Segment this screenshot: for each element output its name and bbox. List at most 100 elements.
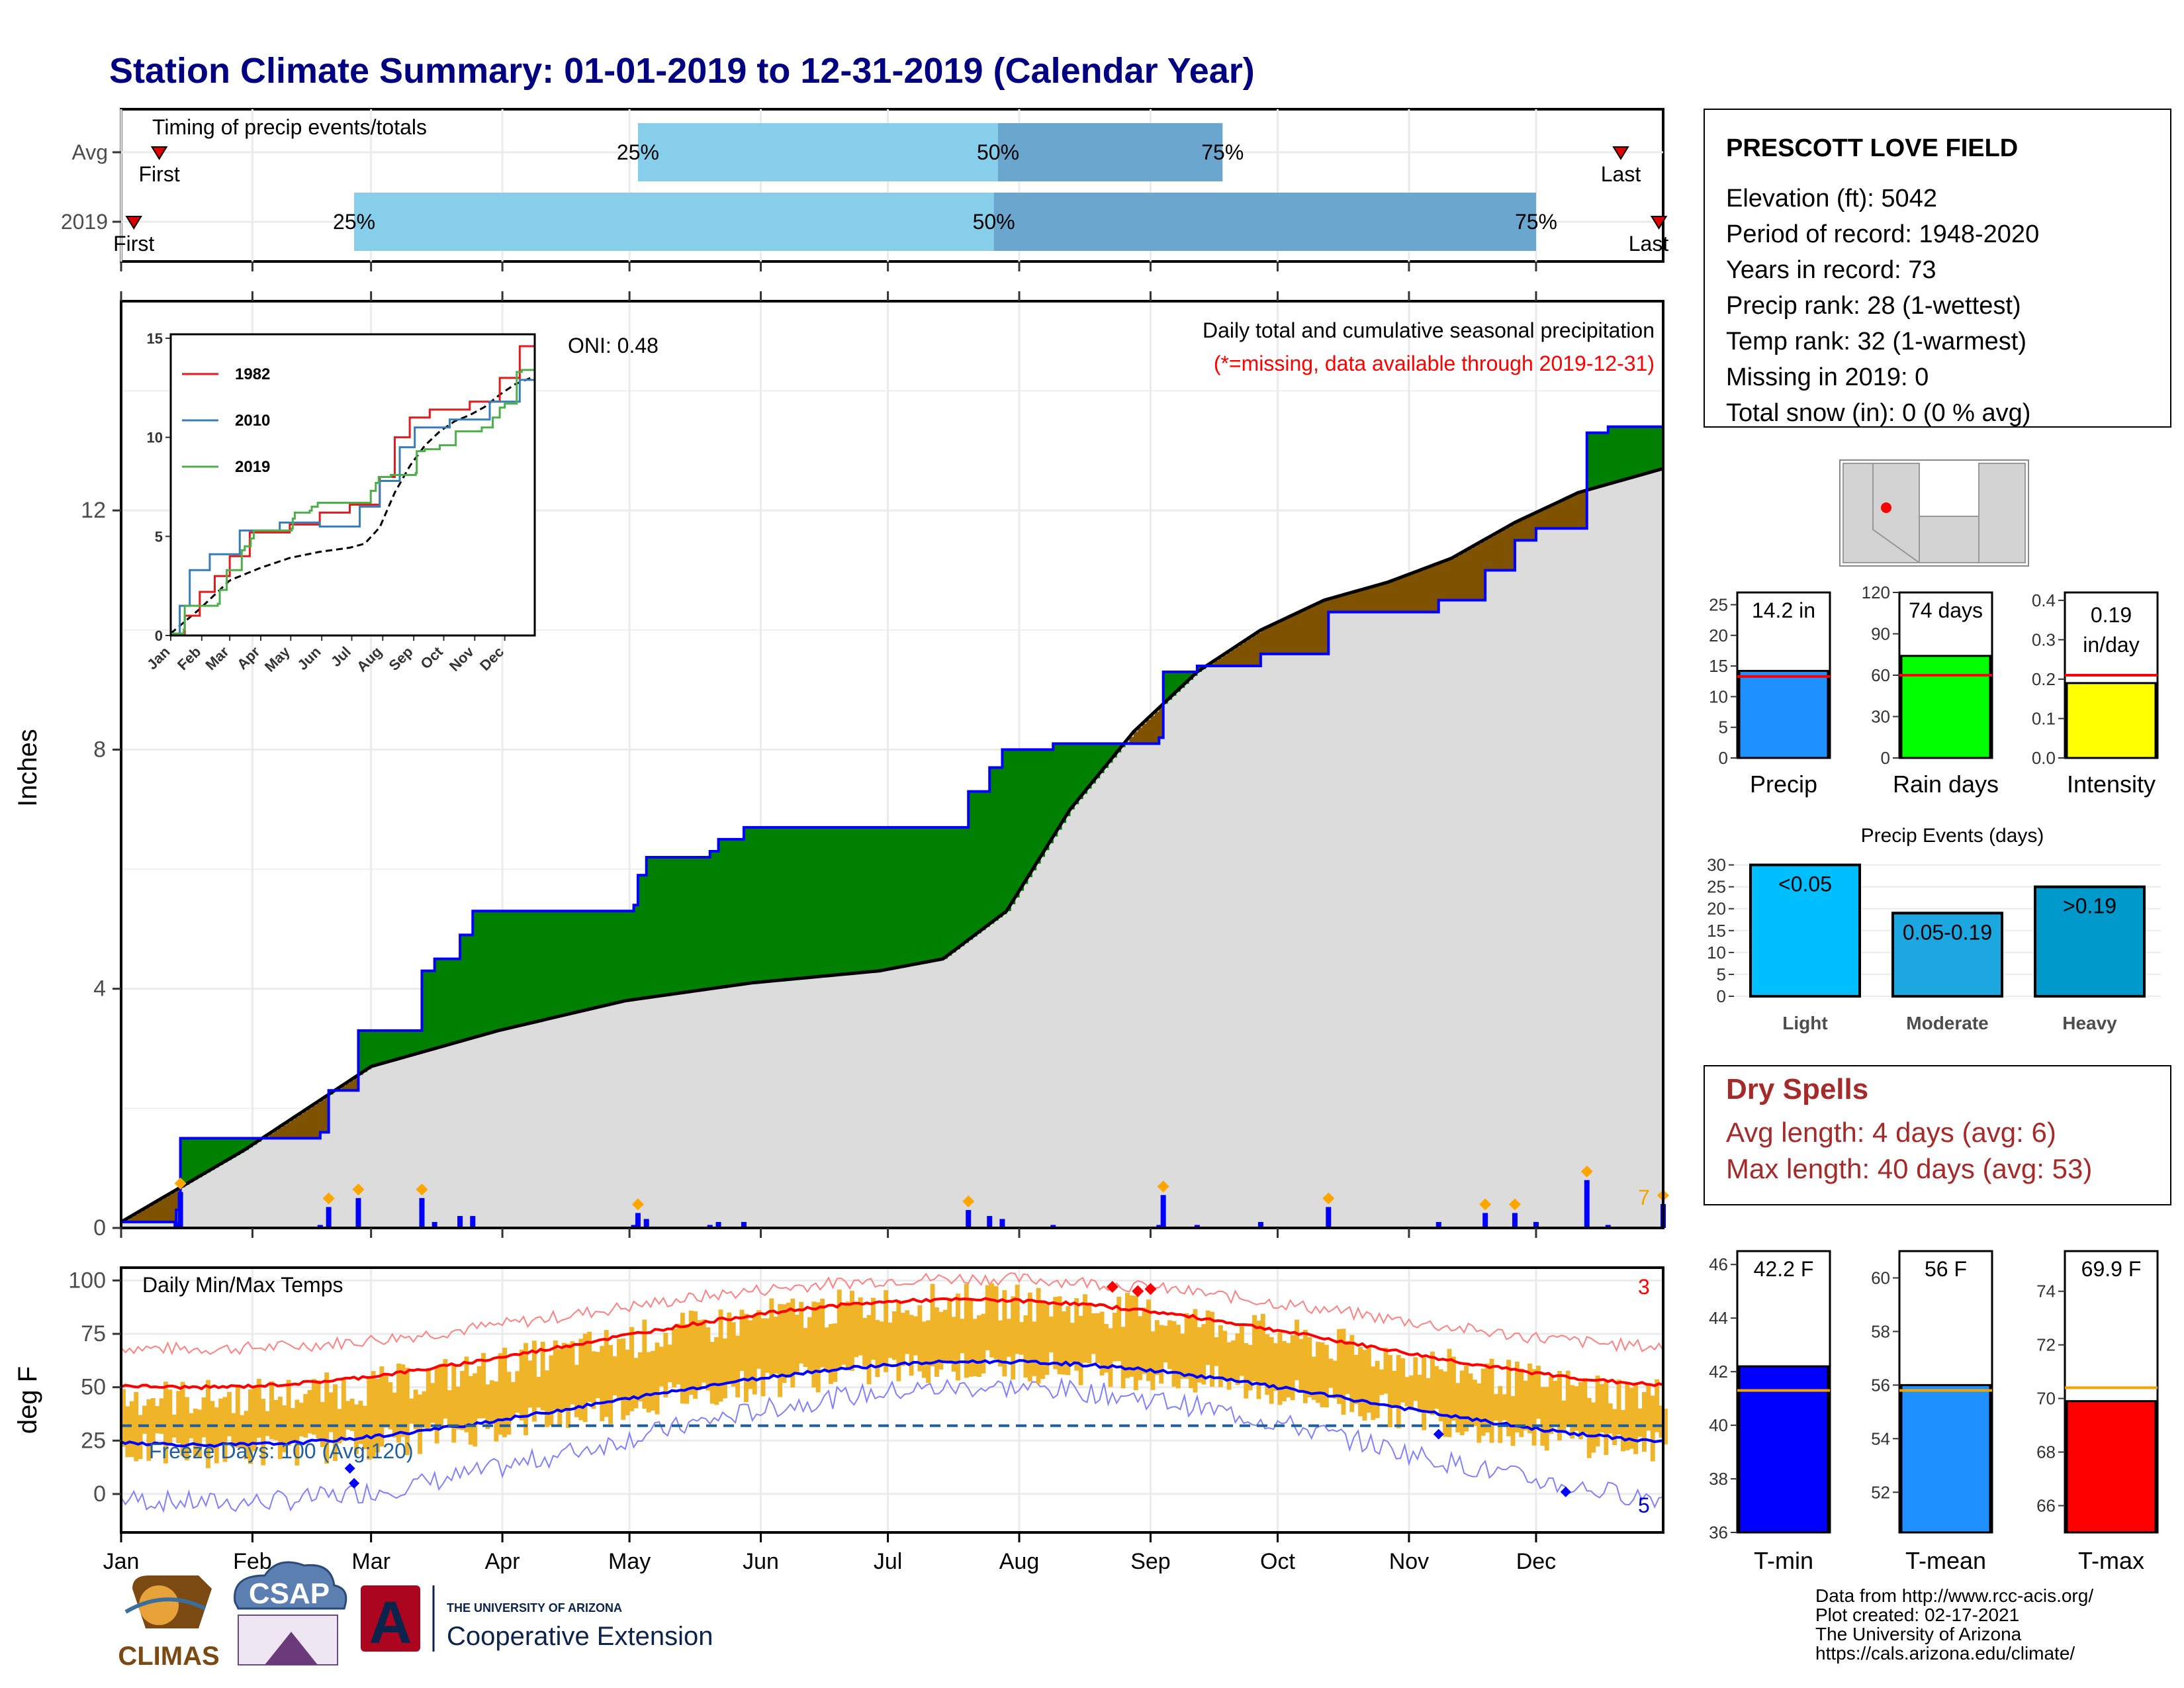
daily-temp-bar <box>298 1403 304 1436</box>
climas-logo-text: CLIMAS <box>118 1642 219 1671</box>
surplus-slice <box>837 827 842 975</box>
daily-temp-bar <box>358 1401 363 1444</box>
deficit-slice <box>1142 724 1147 744</box>
surplus-slice <box>752 827 757 983</box>
deficit-slice <box>1451 558 1456 600</box>
daily-temp-bar <box>951 1317 956 1372</box>
events-ytick-label: 0 <box>1717 986 1726 1006</box>
daily-temp-bar <box>1244 1343 1249 1399</box>
daily-temp-bar <box>900 1313 905 1366</box>
temp-bar-ytick-label: 42 <box>1709 1362 1728 1382</box>
heavy-event-marker <box>1580 1165 1593 1178</box>
climas-logo: CLIMAS <box>118 1575 220 1671</box>
daily-temp-bar <box>1595 1376 1600 1446</box>
page-title: Station Climate Summary: 01-01-2019 to 1… <box>109 51 1255 91</box>
surplus-slice <box>587 911 592 1010</box>
daily-temp-bar <box>1502 1394 1507 1421</box>
deficit-slice <box>341 1086 346 1091</box>
daily-temp-bar <box>240 1415 245 1448</box>
deficit-slice <box>1455 555 1461 600</box>
surplus-slice <box>735 839 741 986</box>
deficit-slice <box>1231 649 1236 666</box>
surplus-slice <box>1604 432 1609 486</box>
timing-bar-50-75 <box>998 123 1223 181</box>
surplus-slice <box>887 827 893 970</box>
daily-temp-bar <box>134 1391 139 1462</box>
daily-temp-bar <box>820 1298 825 1368</box>
daily-temp-bar <box>409 1398 414 1424</box>
surplus-slice <box>1074 743 1079 804</box>
events-ytick-label: 25 <box>1707 877 1726 897</box>
daily-temp-bar <box>1641 1391 1647 1452</box>
surplus-slice <box>637 875 643 1000</box>
deficit-slice <box>1277 622 1283 654</box>
daily-temp-bar <box>142 1405 147 1434</box>
surplus-slice <box>1171 672 1177 696</box>
daily-temp-bar <box>1295 1319 1300 1380</box>
inset-2019-line <box>171 353 536 635</box>
surplus-slice <box>595 911 600 1008</box>
surplus-slice <box>388 1030 393 1062</box>
deficit-slice <box>129 1217 134 1222</box>
daily-temp-bar <box>1226 1342 1232 1390</box>
daily-temp-bar <box>773 1316 778 1374</box>
deficit-slice <box>1565 498 1570 529</box>
daily-temp-bar <box>1104 1324 1109 1373</box>
record-high-marker <box>1144 1283 1157 1295</box>
deficit-slice <box>1443 561 1448 600</box>
daily-temp-bar <box>578 1338 584 1421</box>
daily-temp-bar <box>892 1311 897 1360</box>
mini-bar-charts: 0 5 10 15 20 25 14.2 in Precip 0 30 60 90 120 74 days… <box>1709 583 2159 798</box>
deficit-slice <box>1510 524 1516 571</box>
daily-temp-bar <box>1175 1325 1181 1389</box>
daily-temp-bar <box>714 1336 719 1405</box>
surplus-slice <box>549 911 554 1019</box>
footer-credits: Data from http://www.rcc-acis.org/Plot c… <box>1815 1585 2093 1664</box>
avg-cumulative-area <box>121 468 1663 1228</box>
daily-temp-bar <box>1311 1356 1316 1400</box>
surplus-slice <box>1032 749 1037 870</box>
mini-bar-value-label: 14.2 in <box>1752 598 1815 622</box>
temp-ytick-label: 0 <box>93 1481 106 1507</box>
deficit-slice <box>138 1212 143 1222</box>
deficit-slice <box>1138 727 1143 744</box>
temp-ytick-label: 75 <box>81 1321 106 1346</box>
daily-temp-bar <box>705 1327 711 1391</box>
mini-bar-ytick-label: 0.3 <box>2032 630 2056 649</box>
daily-temp-bar <box>1375 1360 1380 1419</box>
precip-ytick-label: 12 <box>81 498 106 523</box>
daily-temp-bar <box>1650 1395 1655 1462</box>
deficit-slice <box>1371 586 1376 612</box>
deficit-slice <box>1302 610 1308 654</box>
surplus-slice <box>531 911 537 1023</box>
daily-temp-bar <box>1142 1307 1147 1374</box>
deficit-slice <box>1379 585 1385 612</box>
precip-corner-count: 7 <box>1638 1186 1650 1209</box>
daily-temp-bar <box>388 1382 393 1430</box>
daily-temp-bar <box>265 1411 270 1436</box>
surplus-slice <box>481 911 486 1036</box>
daily-temp-bar <box>1400 1358 1406 1403</box>
station-detail-line: Total snow (in): 0 (0 % avg) <box>1726 399 2030 427</box>
daily-temp-bar <box>439 1364 443 1427</box>
surplus-slice <box>515 911 520 1027</box>
temp-bar-ytick-label: 66 <box>2036 1496 2056 1516</box>
daily-temp-bar <box>1663 1409 1668 1445</box>
daily-temp-bar <box>845 1301 850 1371</box>
daily-temp-bar <box>591 1351 596 1409</box>
surplus-slice <box>1655 426 1660 471</box>
surplus-slice <box>180 1138 185 1188</box>
daily-temp-bar <box>1404 1377 1410 1407</box>
daily-temp-bar <box>1015 1284 1020 1354</box>
daily-temp-bar <box>206 1380 210 1468</box>
deficit-slice <box>1222 655 1228 666</box>
daily-temp-bar <box>1048 1316 1054 1353</box>
surplus-slice <box>778 827 783 981</box>
daily-temp-bar <box>1129 1295 1134 1377</box>
daily-temp-bar <box>913 1316 918 1356</box>
daily-temp-bar <box>1205 1310 1210 1365</box>
daily-temp-bar <box>854 1304 859 1358</box>
surplus-slice <box>439 959 444 1048</box>
daily-precip-bar <box>635 1213 641 1228</box>
